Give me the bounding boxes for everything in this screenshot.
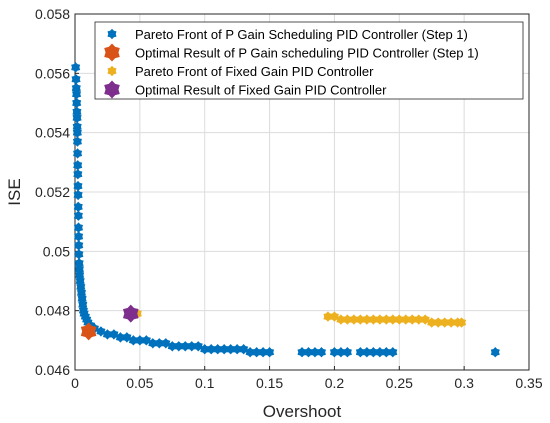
data-point bbox=[71, 82, 81, 94]
series-4 bbox=[122, 304, 139, 323]
data-point bbox=[122, 304, 139, 323]
data-point bbox=[74, 263, 84, 275]
data-point bbox=[74, 240, 84, 251]
y-tick-label: 0.048 bbox=[35, 303, 70, 319]
data-point bbox=[72, 121, 82, 132]
data-points bbox=[71, 62, 500, 358]
legend-label: Pareto Front of P Gain Scheduling PID Co… bbox=[135, 27, 468, 42]
data-point bbox=[457, 317, 467, 328]
data-point bbox=[342, 347, 352, 358]
y-tick-label: 0.054 bbox=[35, 125, 70, 141]
legend-entry: Pareto Front of Fixed Gain PID Controlle… bbox=[107, 64, 374, 79]
legend-label: Optimal Result of P Gain scheduling PID … bbox=[135, 46, 479, 61]
data-point bbox=[73, 201, 83, 213]
legend-box bbox=[94, 21, 524, 100]
x-tick-label: 0.05 bbox=[126, 375, 153, 391]
x-tick-label: 0.25 bbox=[386, 375, 413, 391]
x-tick-label: 0.3 bbox=[454, 375, 474, 391]
x-tick-label: 0.2 bbox=[325, 375, 345, 391]
x-tick-label: 0 bbox=[71, 375, 79, 391]
y-tick-label: 0.046 bbox=[35, 362, 70, 378]
legend-entry: Pareto Front of P Gain Scheduling PID Co… bbox=[107, 27, 468, 42]
series-1 bbox=[71, 62, 500, 358]
y-tick-label: 0.052 bbox=[35, 184, 70, 200]
data-point bbox=[193, 341, 203, 352]
data-point bbox=[239, 344, 249, 355]
data-point bbox=[72, 88, 82, 100]
y-axis-ticks: 0.046 0.048 0.05 0.052 0.054 0.056 0.058 bbox=[35, 6, 79, 378]
y-tick-label: 0.056 bbox=[35, 65, 70, 81]
data-point bbox=[161, 338, 171, 349]
data-point bbox=[73, 169, 83, 180]
legend-entry: Optimal Result of Fixed Gain PID Control… bbox=[104, 80, 387, 99]
data-point bbox=[490, 347, 500, 358]
legend-marker bbox=[107, 65, 117, 77]
series-2 bbox=[80, 322, 97, 341]
legend: Pareto Front of P Gain Scheduling PID Co… bbox=[94, 21, 524, 100]
data-point bbox=[122, 332, 132, 343]
x-axis-label: Overshoot bbox=[263, 402, 342, 421]
data-point bbox=[80, 322, 97, 341]
data-point bbox=[74, 222, 84, 233]
y-tick-label: 0.05 bbox=[43, 243, 70, 259]
data-point bbox=[109, 329, 119, 340]
data-point bbox=[73, 160, 83, 171]
data-point bbox=[72, 106, 82, 118]
data-point bbox=[73, 210, 83, 221]
data-point bbox=[72, 112, 82, 124]
data-point bbox=[71, 62, 81, 73]
data-point bbox=[74, 249, 84, 260]
data-point bbox=[316, 347, 326, 358]
x-axis-ticks: 0 0.05 0.1 0.15 0.2 0.25 0.3 0.35 bbox=[71, 366, 543, 391]
legend-marker bbox=[107, 28, 117, 40]
data-point bbox=[74, 231, 84, 242]
data-point bbox=[420, 314, 430, 325]
legend-marker bbox=[104, 80, 120, 99]
data-point bbox=[96, 326, 106, 337]
legend-label: Optimal Result of Fixed Gain PID Control… bbox=[135, 83, 387, 98]
legend-marker bbox=[104, 43, 120, 62]
series-3 bbox=[132, 308, 467, 328]
data-point bbox=[72, 97, 82, 109]
data-point bbox=[71, 74, 81, 85]
data-point bbox=[73, 189, 83, 201]
x-tick-label: 0.15 bbox=[256, 375, 283, 391]
data-point bbox=[74, 258, 84, 269]
x-tick-label: 0.1 bbox=[195, 375, 215, 391]
legend-label: Pareto Front of Fixed Gain PID Controlle… bbox=[135, 64, 374, 79]
data-point bbox=[73, 148, 83, 159]
data-point bbox=[141, 335, 151, 346]
x-tick-label: 0.35 bbox=[515, 375, 542, 391]
data-point bbox=[72, 136, 82, 147]
data-point bbox=[72, 127, 82, 138]
data-point bbox=[388, 347, 398, 358]
data-point bbox=[73, 180, 83, 192]
y-tick-label: 0.058 bbox=[35, 6, 70, 22]
data-point bbox=[265, 347, 275, 358]
y-axis-label: ISE bbox=[5, 178, 24, 205]
data-point bbox=[329, 311, 339, 322]
legend-entry: Optimal Result of P Gain scheduling PID … bbox=[104, 43, 479, 62]
